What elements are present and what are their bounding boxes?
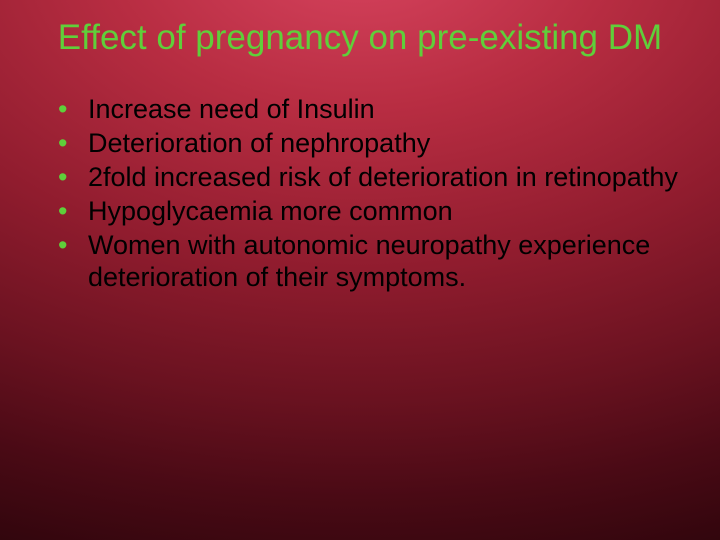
- list-item: Deterioration of nephropathy: [58, 128, 680, 160]
- bullet-list: Increase need of Insulin Deterioration o…: [40, 94, 680, 293]
- bullet-text: Increase need of Insulin: [88, 94, 375, 124]
- list-item: Increase need of Insulin: [58, 94, 680, 126]
- bullet-text: Hypoglycaemia more common: [88, 196, 453, 226]
- list-item: Women with autonomic neuropathy experien…: [58, 230, 680, 294]
- slide-title: Effect of pregnancy on pre-existing DM: [40, 18, 680, 58]
- bullet-text: 2fold increased risk of deterioration in…: [88, 162, 678, 192]
- slide: Effect of pregnancy on pre-existing DM I…: [0, 0, 720, 540]
- bullet-text: Deterioration of nephropathy: [88, 128, 430, 158]
- list-item: Hypoglycaemia more common: [58, 196, 680, 228]
- list-item: 2fold increased risk of deterioration in…: [58, 162, 680, 194]
- bullet-text: Women with autonomic neuropathy experien…: [88, 230, 650, 292]
